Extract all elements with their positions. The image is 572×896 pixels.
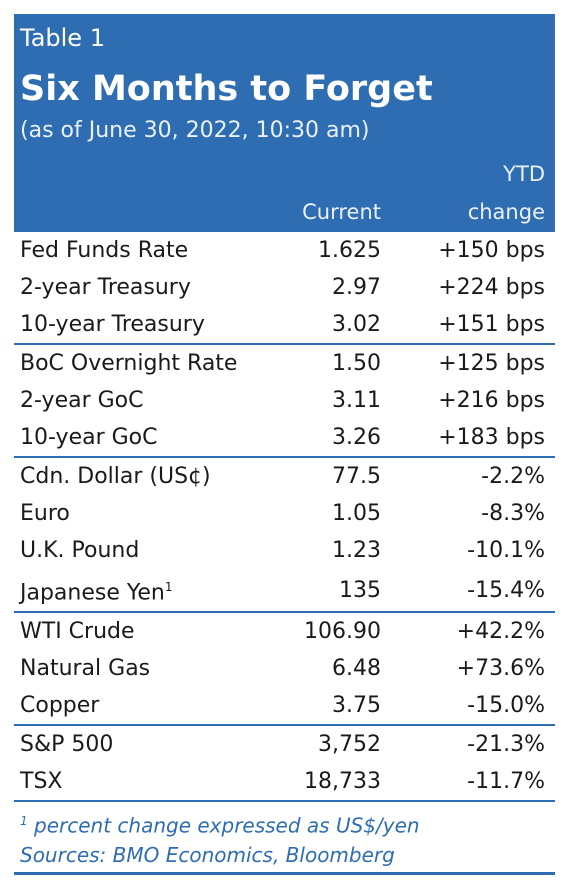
column-header-current: Current — [302, 200, 381, 224]
row-name: Natural Gas — [20, 656, 151, 682]
data-table: Fed Funds Rate 1.625 +150 bps 2-year Tre… — [14, 232, 555, 803]
row-change: +73.6% — [456, 656, 545, 682]
table-row: Fed Funds Rate 1.625 +150 bps — [14, 232, 555, 269]
row-change: +224 bps — [438, 275, 545, 300]
row-current: 3.11 — [332, 388, 381, 413]
row-change: +183 bps — [381, 419, 555, 458]
row-name: WTI Crude — [20, 619, 135, 645]
row-change: +151 bps — [381, 306, 555, 345]
row-name: 2-year GoC — [20, 388, 144, 413]
table-number: Table 1 — [20, 24, 105, 52]
row-change: -21.3% — [467, 732, 545, 758]
row-name: Copper — [14, 687, 241, 727]
table-title: Six Months to Forget — [20, 69, 433, 109]
footnote: 1 percent change expressed as US$/yen — [14, 804, 555, 838]
row-change: +42.2% — [456, 619, 545, 645]
footnote-text: percent change expressed as US$/yen — [27, 813, 420, 838]
bottom-rule — [14, 872, 555, 876]
footnote-marker: 1 — [164, 580, 173, 594]
row-change: +150 bps — [438, 238, 545, 263]
row-current: 18,733 — [241, 763, 381, 803]
table-row: Natural Gas 6.48 +73.6% — [14, 650, 555, 687]
row-change: -15.0% — [381, 687, 555, 727]
table-row: Cdn. Dollar (US¢) 77.5 -2.2% — [14, 457, 555, 495]
row-change: -8.3% — [481, 501, 545, 526]
row-name: U.K. Pound — [20, 538, 140, 563]
column-header-ytd: YTD — [503, 162, 545, 186]
row-change: -10.1% — [467, 538, 545, 563]
row-current: 3,752 — [318, 732, 381, 758]
footnote-marker: 1 — [20, 814, 28, 829]
table-header: Table 1 Six Months to Forget (as of June… — [14, 14, 555, 232]
row-name: Cdn. Dollar (US¢) — [20, 464, 211, 489]
row-name: Japanese Yen — [20, 580, 165, 606]
row-current: 135 — [241, 569, 381, 614]
sources-note: Sources: BMO Economics, Bloomberg — [20, 843, 395, 868]
row-name: 10-year GoC — [14, 419, 241, 458]
table-row: 2-year GoC 3.11 +216 bps — [14, 382, 555, 419]
row-current: 1.625 — [318, 238, 381, 263]
table-row: BoC Overnight Rate 1.50 +125 bps — [14, 344, 555, 382]
row-name: Fed Funds Rate — [20, 238, 189, 263]
table-row: TSX 18,733 -11.7% — [14, 763, 555, 803]
table-card: Table 1 Six Months to Forget (as of June… — [14, 14, 555, 876]
row-current: 77.5 — [332, 464, 381, 489]
row-name: Euro — [20, 501, 70, 526]
row-current: 6.48 — [332, 656, 381, 682]
row-name: 10-year Treasury — [14, 306, 241, 345]
table-row: Euro 1.05 -8.3% — [14, 495, 555, 532]
row-current: 2.97 — [332, 275, 381, 300]
column-header-change: change — [467, 200, 545, 224]
row-name: 2-year Treasury — [20, 275, 191, 300]
row-current: 1.50 — [332, 351, 381, 376]
table-footer: 1 percent change expressed as US$/yen So… — [14, 804, 555, 876]
row-current: 1.23 — [332, 538, 381, 563]
table-row: S&P 500 3,752 -21.3% — [14, 725, 555, 763]
row-current: 106.90 — [304, 619, 381, 645]
row-current: 3.02 — [241, 306, 381, 345]
row-current: 1.05 — [332, 501, 381, 526]
table-subtitle: (as of June 30, 2022, 10:30 am) — [20, 118, 370, 143]
table-row: WTI Crude 106.90 +42.2% — [14, 612, 555, 650]
row-name: TSX — [14, 763, 241, 803]
row-change: -11.7% — [381, 763, 555, 803]
row-change: -15.4% — [381, 569, 555, 614]
row-change: -2.2% — [481, 464, 545, 489]
table-row: 2-year Treasury 2.97 +224 bps — [14, 269, 555, 306]
table-row: 10-year GoC 3.26 +183 bps — [14, 419, 555, 458]
table-row: Japanese Yen1 135 -15.4% — [14, 569, 555, 614]
row-name: S&P 500 — [20, 732, 114, 758]
row-change: +125 bps — [438, 351, 545, 376]
row-name-cell: Japanese Yen1 — [14, 569, 241, 614]
row-name: BoC Overnight Rate — [20, 351, 238, 376]
table-row: Copper 3.75 -15.0% — [14, 687, 555, 727]
table-row: U.K. Pound 1.23 -10.1% — [14, 532, 555, 569]
row-current: 3.75 — [241, 687, 381, 727]
table-row: 10-year Treasury 3.02 +151 bps — [14, 306, 555, 345]
row-change: +216 bps — [438, 388, 545, 413]
row-current: 3.26 — [241, 419, 381, 458]
